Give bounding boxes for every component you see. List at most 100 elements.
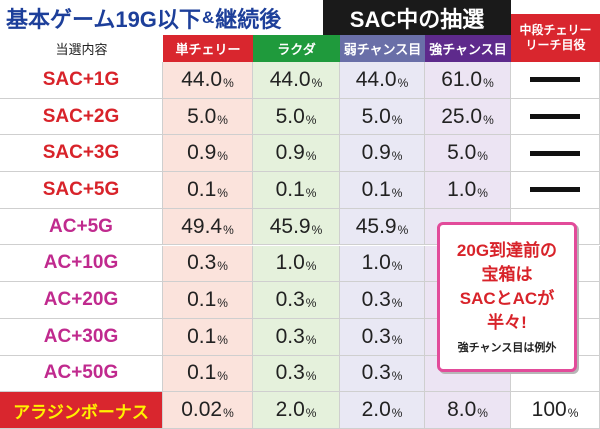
header-label: 当選内容 [0,35,163,62]
value-cell: 0.3% [340,318,425,356]
value-number: 0.3 [361,361,391,385]
percent-sign: % [391,406,403,421]
middle-cherry-cell [511,172,600,209]
percent-sign: % [391,112,403,127]
value-cell: 0.9% [253,135,340,173]
value-cell: 0.3% [163,245,253,283]
value-number: 45.9 [269,214,311,238]
table-row: SAC+5G 0.1% 0.1% 0.1% 1.0% [0,172,600,209]
value-cell: 5.0% [425,135,511,173]
value-cell: 1.0% [253,245,340,283]
percent-sign: % [311,75,323,90]
header-single-cherry: 単チェリー [163,35,253,62]
percent-sign: % [311,222,323,237]
value-cell: 2.0% [340,392,425,429]
value-number: 1.0 [361,251,391,275]
table-title-right: SAC中の抽選 [323,0,511,35]
percent-sign: % [391,259,403,274]
percent-sign: % [305,185,317,200]
percent-sign: % [223,75,234,90]
row-label: AC+30G [0,318,163,356]
value-number: 5.0 [275,104,305,128]
value-number: 0.3 [275,288,305,312]
percent-sign: % [305,406,317,421]
row-label: AC+5G [0,208,163,246]
value-cell: 0.1% [163,282,253,319]
value-number: 8.0 [447,398,477,422]
value-cell: 2.0% [253,392,340,429]
value-number: 0.9 [275,141,305,165]
percent-sign: % [305,369,317,384]
value-cell: 5.0% [340,98,425,136]
dash-icon [530,150,580,156]
value-number: 0.9 [361,141,391,165]
percent-sign: % [305,296,317,311]
value-number: 0.3 [275,324,305,348]
percent-sign: % [217,259,228,274]
value-number: 0.1 [187,177,217,201]
header-middle-cherry: 中段チェリー リーチ目役 [511,14,600,62]
title-main: 基本ゲーム19G以下 [6,6,201,32]
percent-sign: % [391,149,403,164]
percent-sign: % [397,75,409,90]
value-cell: 0.02% [163,392,253,429]
percent-sign: % [477,185,488,200]
value-number: 5.0 [187,104,217,128]
value-cell: 0.1% [340,172,425,209]
table-title-left: 基本ゲーム19G以下 & 継続後 [0,0,323,35]
value-number: 0.3 [187,251,217,275]
percent-sign: % [477,149,488,164]
value-number: 44.0 [269,67,311,91]
callout-line4: 半々! [487,313,527,332]
row-label: SAC+1G [0,62,163,99]
percent-sign: % [477,406,488,421]
value-cell: 45.9% [253,208,340,246]
value-number: 49.4 [181,214,223,238]
header-middle-cherry-line1: 中段チェリー [519,23,592,37]
percent-sign: % [391,332,403,347]
percent-sign: % [397,222,409,237]
title-tail: 継続後 [215,6,282,32]
dash-icon [530,77,580,83]
value-cell: 49.4% [163,208,253,246]
value-number: 2.0 [275,398,305,422]
callout-line1: 20G到達前の [456,241,558,260]
value-number: 0.3 [361,288,391,312]
value-number: 0.1 [187,324,217,348]
value-cell: 1.0% [425,172,511,209]
header-middle-cherry-line2: リーチ目役 [525,38,586,52]
value-number: 2.0 [361,398,391,422]
table-row: SAC+2G 5.0% 5.0% 5.0% 25.0% [0,98,600,136]
value-cell: 45.9% [340,208,425,246]
header-weak-chance: 弱チャンス目 [340,35,425,62]
value-cell: 0.3% [340,282,425,319]
value-number: 45.9 [355,214,397,238]
callout-note: 強チャンス目は例外 [457,342,557,354]
value-cell: 0.1% [163,355,253,393]
value-number: 5.0 [361,104,391,128]
dash-icon [530,187,580,193]
percent-sign: % [305,332,317,347]
percent-sign: % [391,296,403,311]
callout-box: 20G到達前の 宝箱は SACとACが 半々! 強チャンス目は例外 [437,222,577,372]
middle-cherry-cell [511,98,600,136]
value-cell: 61.0% [425,62,511,99]
percent-sign: % [217,296,228,311]
value-number: 1.0 [447,177,477,201]
value-number: 0.1 [187,361,217,385]
value-cell: 0.3% [340,355,425,393]
value-cell: 1.0% [340,245,425,283]
value-cell: 5.0% [253,98,340,136]
dash-icon [530,114,580,120]
row-label: SAC+2G [0,98,163,136]
value-cell: 0.1% [253,172,340,209]
value-number: 0.3 [361,324,391,348]
middle-cherry-cell: 100% [511,392,600,429]
value-cell: 8.0% [425,392,511,429]
value-cell: 25.0% [425,98,511,136]
value-number: 0.02 [181,398,223,422]
table-row: SAC+1G 44.0% 44.0% 44.0% 61.0% [0,62,600,99]
value-cell: 0.1% [163,318,253,356]
percent-sign: % [217,332,228,347]
percent-sign: % [217,185,228,200]
